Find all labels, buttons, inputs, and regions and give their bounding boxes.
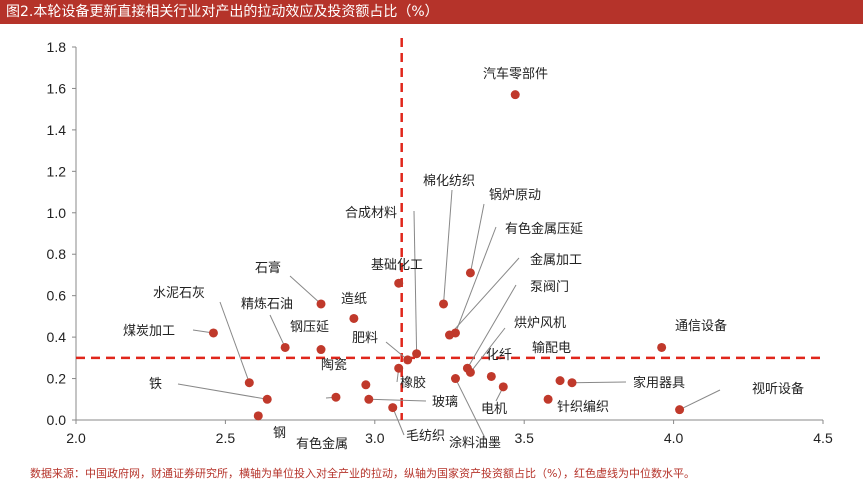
leader-line	[679, 389, 721, 411]
data-point	[567, 378, 577, 388]
leader-line	[289, 275, 322, 305]
x-tick-label: 3.0	[365, 430, 385, 446]
data-point	[349, 313, 359, 323]
point-label: 煤炭加工	[123, 324, 175, 339]
point-label: 水泥石灰	[153, 286, 205, 301]
data-point	[486, 371, 496, 381]
point-label: 输配电	[532, 340, 571, 356]
leader-line	[455, 226, 497, 334]
data-point	[498, 382, 508, 392]
point-label: 石膏	[255, 260, 281, 276]
data-point	[316, 299, 326, 309]
point-label: 有色金属压延	[505, 221, 583, 237]
point-label: 汽车零部件	[483, 66, 548, 82]
point-label: 肥料	[352, 331, 378, 346]
data-point	[439, 299, 449, 309]
point-label: 钢压延	[290, 320, 329, 335]
data-point	[280, 342, 290, 352]
y-tick-label: 0.8	[47, 246, 67, 262]
point-label: 通信设备	[675, 318, 727, 334]
y-tick-label: 1.8	[47, 39, 67, 55]
y-tick-label: 0.0	[47, 412, 67, 428]
x-tick-label: 4.5	[813, 430, 833, 446]
leader-line	[413, 210, 418, 354]
point-label: 金属加工	[530, 252, 582, 268]
point-label: 涂料油墨	[449, 435, 501, 451]
point-label: 化纤	[486, 348, 512, 363]
data-point	[331, 392, 341, 402]
data-point	[543, 394, 553, 404]
leader-line	[219, 301, 250, 383]
leader-line	[469, 203, 485, 273]
data-point	[253, 411, 263, 421]
x-tick-label: 2.0	[66, 430, 86, 446]
data-point	[394, 363, 404, 373]
point-label: 橡胶	[400, 375, 426, 391]
data-point	[244, 378, 254, 388]
leader-line	[177, 383, 268, 400]
data-point	[555, 376, 565, 386]
leader-line	[455, 378, 487, 441]
data-point	[364, 394, 374, 404]
y-tick-label: 1.6	[47, 80, 67, 96]
leader-line	[385, 341, 408, 361]
data-point	[412, 349, 422, 359]
data-point	[657, 342, 667, 352]
leader-line	[572, 381, 627, 384]
data-point	[262, 394, 272, 404]
x-tick-label: 3.5	[514, 430, 534, 446]
y-tick-label: 1.2	[47, 163, 67, 179]
leader-line	[449, 257, 520, 336]
data-point	[403, 355, 413, 365]
data-point	[450, 374, 460, 384]
point-label: 烘炉风机	[514, 316, 566, 331]
point-label: 锅炉原动	[489, 187, 541, 203]
point-label: 有色金属	[296, 436, 348, 452]
data-point	[361, 380, 371, 390]
data-point	[445, 330, 454, 340]
data-point	[388, 403, 398, 413]
leader-line	[470, 327, 506, 373]
y-tick-label: 0.2	[47, 371, 67, 387]
leader-line	[269, 314, 286, 348]
y-tick-label: 0.6	[47, 288, 67, 304]
leader-line	[443, 189, 453, 304]
title-bar: 图2.本轮设备更新直接相关行业对产出的拉动效应及投资额占比（%）	[0, 0, 863, 24]
x-tick-label: 4.0	[664, 430, 684, 446]
point-label: 家用器具	[633, 375, 685, 391]
point-label: 电机	[481, 402, 507, 417]
point-label: 钢	[273, 426, 286, 441]
leader-line	[392, 407, 405, 436]
data-point	[675, 405, 685, 415]
data-point	[316, 345, 326, 355]
point-label: 毛纺织	[406, 429, 445, 444]
data-point	[465, 367, 475, 377]
point-label: 陶瓷	[321, 357, 347, 373]
point-label: 棉化纺织	[423, 174, 475, 189]
leader-line	[466, 284, 517, 369]
point-label: 造纸	[341, 292, 367, 307]
point-label: 视听设备	[752, 381, 804, 397]
data-point	[465, 268, 475, 278]
data-point	[208, 328, 218, 338]
point-label: 玻璃	[432, 395, 458, 410]
point-label: 合成材料	[345, 206, 397, 221]
leader-line	[368, 398, 427, 402]
point-label: 基础化工	[371, 258, 423, 273]
point-label: 泵阀门	[530, 280, 569, 295]
chart-title: 图2.本轮设备更新直接相关行业对产出的拉动效应及投资额占比（%）	[6, 4, 439, 20]
point-label: 精炼石油	[241, 297, 293, 312]
source-note: 数据来源：中国政府网，财通证券研究所，横轴为单位投入对全产业的拉动，纵轴为国家资…	[30, 467, 695, 480]
y-tick-label: 0.4	[47, 329, 67, 345]
point-label: 铁	[149, 377, 162, 392]
data-point	[510, 90, 520, 100]
data-point	[394, 278, 404, 288]
y-tick-label: 1.4	[47, 122, 67, 138]
y-tick-label: 1.0	[47, 205, 67, 221]
x-tick-label: 2.5	[216, 430, 236, 446]
point-label: 针织编织	[557, 400, 609, 415]
